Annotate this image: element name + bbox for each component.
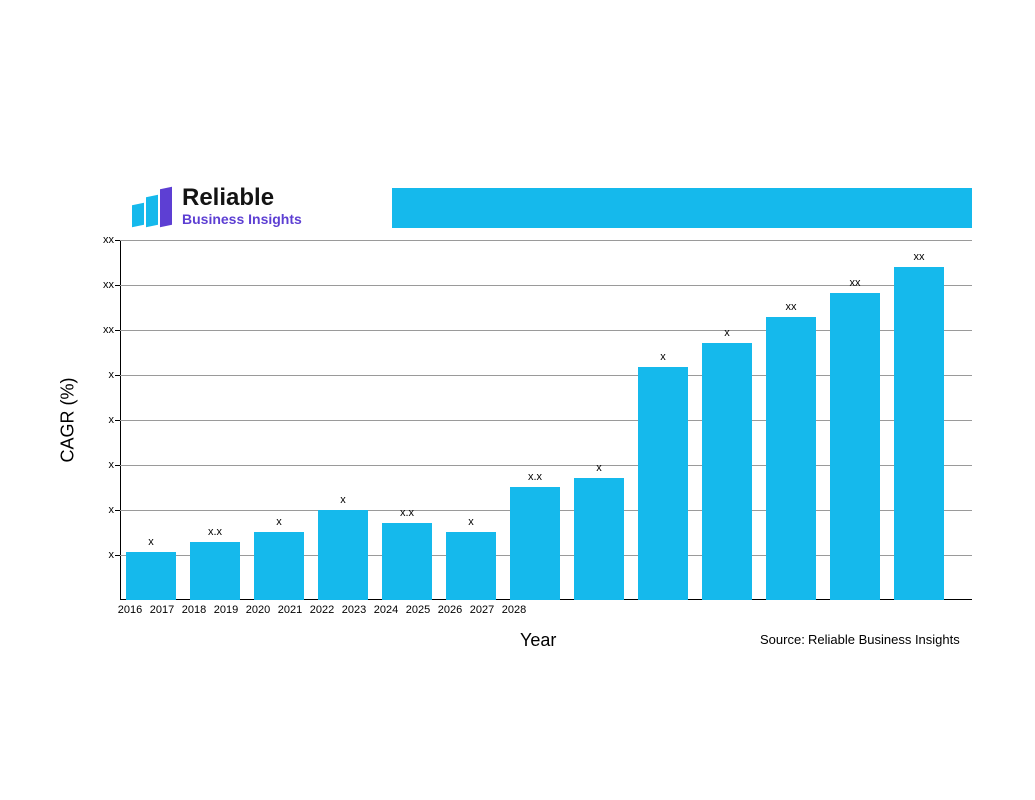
page: Reliable Business Insights CAGR (%) xxxx… <box>0 0 1035 800</box>
x-tick-label: 2024 <box>374 600 398 616</box>
bar-value-label: xx <box>850 277 861 293</box>
chart-bar: xx <box>894 267 944 600</box>
bar-value-label: x <box>340 494 346 510</box>
chart-bar: xx <box>830 293 880 600</box>
y-tick-label: x <box>109 369 121 381</box>
x-tick-label: 2020 <box>246 600 270 616</box>
y-tick-label: x <box>109 549 121 561</box>
bar-value-label: x.x <box>400 507 414 523</box>
x-tick-label: 2019 <box>214 600 238 616</box>
chart-bar: x <box>446 532 496 600</box>
bar-value-label: x.x <box>528 471 542 487</box>
bar-chart: xxxxxxxxxxxxx.xxxx.xxx.xxxxxxxxxx2016201… <box>120 240 972 600</box>
chart-bar: x.x <box>382 523 432 600</box>
bar-value-label: x <box>596 462 602 478</box>
bar-value-label: x <box>276 516 282 532</box>
chart-bar: x.x <box>190 542 240 600</box>
bar-value-label: x <box>148 536 154 552</box>
x-tick-label: 2021 <box>278 600 302 616</box>
bar-value-label: xx <box>914 251 925 267</box>
x-tick-label: 2026 <box>438 600 462 616</box>
source-value: Reliable Business Insights <box>808 632 960 647</box>
y-tick-label: x <box>109 504 121 516</box>
logo-text: Reliable Business Insights <box>182 186 302 226</box>
y-tick-label: xx <box>103 279 120 291</box>
x-tick-label: 2025 <box>406 600 430 616</box>
brand-logo: Reliable Business Insights <box>128 182 302 230</box>
chart-bar: x <box>702 343 752 600</box>
source-label: Source: <box>760 632 805 647</box>
chart-bar: x <box>318 510 368 600</box>
bar-value-label: x <box>724 327 730 343</box>
chart-bar: x.x <box>510 487 560 600</box>
bar-value-label: x <box>660 351 666 367</box>
bar-value-label: xx <box>786 301 797 317</box>
y-tick-label: x <box>109 459 121 471</box>
gridline <box>120 285 972 286</box>
x-tick-label: 2017 <box>150 600 174 616</box>
gridline <box>120 240 972 241</box>
logo-line1: Reliable <box>182 186 302 210</box>
x-tick-label: 2022 <box>310 600 334 616</box>
y-axis-title: CAGR (%) <box>58 378 79 463</box>
logo-mark-icon <box>128 182 176 230</box>
header-bar <box>392 188 972 228</box>
y-tick-label: xx <box>103 324 120 336</box>
y-tick-label: x <box>109 414 121 426</box>
x-tick-label: 2023 <box>342 600 366 616</box>
chart-bar: x <box>574 478 624 600</box>
chart-bar: x <box>126 552 176 600</box>
chart-bar: x <box>254 532 304 600</box>
x-tick-label: 2027 <box>470 600 494 616</box>
x-tick-label: 2016 <box>118 600 142 616</box>
bar-value-label: x.x <box>208 526 222 542</box>
x-tick-label: 2028 <box>502 600 526 616</box>
chart-bar: x <box>638 367 688 600</box>
logo-line2: Business Insights <box>182 212 302 226</box>
bar-value-label: x <box>468 516 474 532</box>
x-tick-label: 2018 <box>182 600 206 616</box>
chart-bar: xx <box>766 317 816 600</box>
y-tick-label: xx <box>103 234 120 246</box>
x-axis-title: Year <box>520 630 556 651</box>
